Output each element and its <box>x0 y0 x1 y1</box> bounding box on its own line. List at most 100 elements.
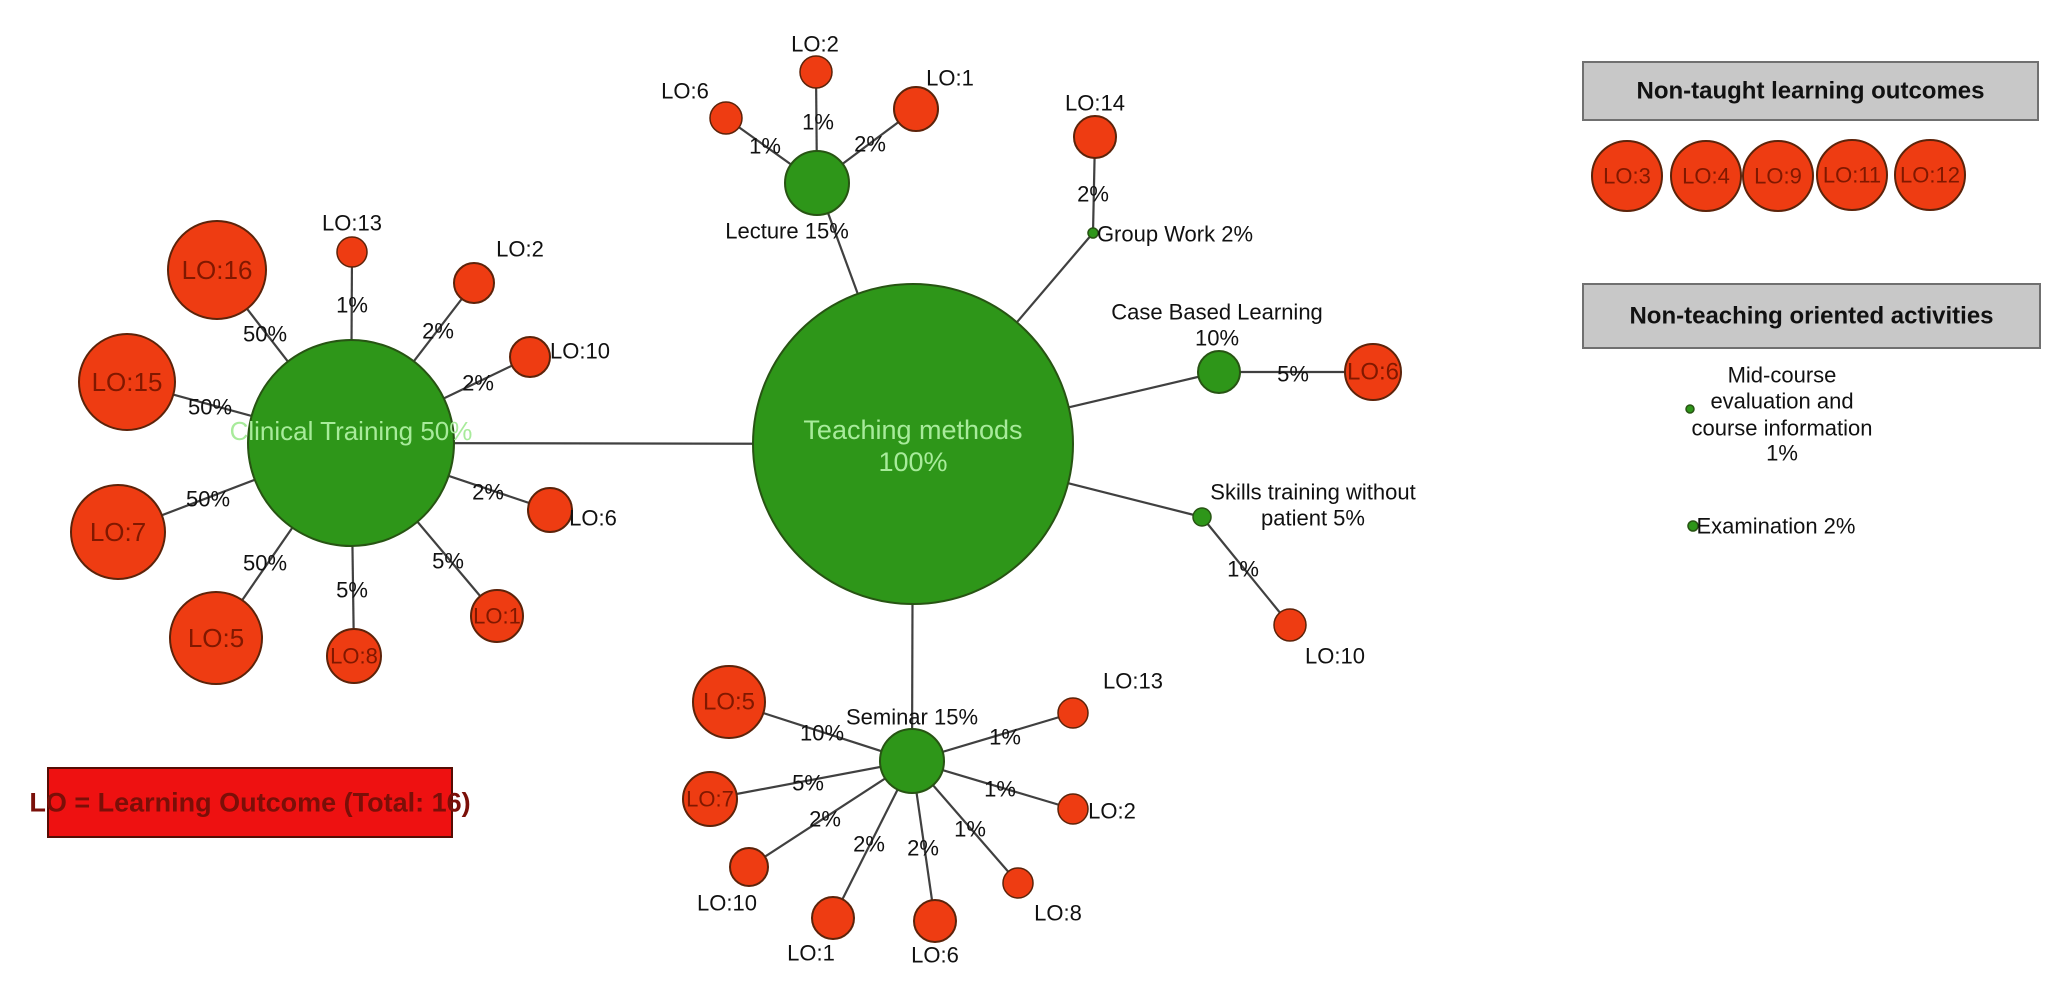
clinical-lo8-label: LO:8 <box>330 644 378 669</box>
non-teaching-header <box>1582 283 2041 349</box>
lecture-lo1 <box>893 86 939 132</box>
seminar-lo6-label: LO:6 <box>911 943 959 968</box>
lecture-lo2-label: LO:2 <box>791 32 839 57</box>
midcourse-label-line2: evaluation and <box>1710 389 1853 414</box>
teaching-methods-hub-label: Teaching methods <box>803 415 1022 445</box>
seminar-lo1 <box>811 896 855 940</box>
clinical-lo6-label: LO:6 <box>569 506 617 531</box>
seminar-lo7 <box>682 771 738 827</box>
midcourse-label-line1: Mid-course <box>1728 363 1837 388</box>
seminar-lo8 <box>1002 867 1034 899</box>
cbl-label-line1: Case Based Learning <box>1111 300 1323 325</box>
groupwork-label: Group Work 2% <box>1097 222 1253 247</box>
seminar-lo6 <box>913 899 957 943</box>
clinical-lo6 <box>527 487 573 533</box>
clinical-lo13 <box>336 236 368 268</box>
clinical-lo13-label: LO:13 <box>322 211 382 236</box>
pct-label: 2% <box>422 319 454 344</box>
clinical-lo10 <box>509 336 551 378</box>
clinical-lo7-label: LO:7 <box>90 517 146 547</box>
skills-lo10 <box>1273 608 1307 642</box>
clinical-training-hub-label: Clinical Training 50% <box>230 416 473 446</box>
seminar-lo1-label: LO:1 <box>787 941 835 966</box>
nontaught-lo4 <box>1670 140 1742 212</box>
group-work-dot <box>1087 227 1099 239</box>
nontaught-lo3 <box>1591 140 1663 212</box>
clinical-training-hub <box>247 339 455 547</box>
teaching-methods-hub <box>752 283 1074 605</box>
case-based-learning-hub <box>1197 350 1241 394</box>
clinical-lo15 <box>78 333 176 431</box>
midcourse-dot <box>1685 404 1695 414</box>
pct-label: 1% <box>984 777 1016 802</box>
lecture-lo6-label: LO:6 <box>661 79 709 104</box>
connector-line <box>709 759 913 801</box>
pct-label: 5% <box>792 771 824 796</box>
seminar-lo5-label: LO:5 <box>703 689 755 716</box>
lo-abbreviation-legend-label: LO = Learning Outcome (Total: 16) <box>29 788 470 818</box>
examination-label: Examination 2% <box>1697 514 1856 539</box>
pct-label: 50% <box>186 487 230 512</box>
nontaught-lo12-label: LO:12 <box>1900 163 1960 188</box>
nontaught-lo9 <box>1742 140 1814 212</box>
pct-label: 2% <box>809 807 841 832</box>
pct-label: 1% <box>802 110 834 135</box>
clinical-lo15-label: LO:15 <box>92 367 163 397</box>
seminar-lo13 <box>1057 697 1089 729</box>
lecture-hub <box>784 150 850 216</box>
examination-dot <box>1687 520 1699 532</box>
pct-label: 1% <box>749 134 781 159</box>
clinical-lo7 <box>70 484 166 580</box>
lecture-lo6 <box>709 101 743 135</box>
pct-label: 2% <box>472 480 504 505</box>
pct-label: 2% <box>1077 182 1109 207</box>
groupwork-lo14 <box>1073 115 1117 159</box>
non-taught-header <box>1582 61 2039 121</box>
nontaught-lo3-label: LO:3 <box>1603 164 1651 189</box>
pct-label: 2% <box>462 371 494 396</box>
lecture-lo2 <box>799 55 833 89</box>
clinical-lo2 <box>453 262 495 304</box>
cbl-label-line2: 10% <box>1195 326 1239 351</box>
lecture-label: Lecture 15% <box>725 219 849 244</box>
seminar-lo13-label: LO:13 <box>1103 669 1163 694</box>
clinical-lo10-label: LO:10 <box>550 339 610 364</box>
pct-label: 2% <box>907 836 939 861</box>
non-teaching-header-label: Non-teaching oriented activities <box>1629 303 1993 330</box>
pct-label: 2% <box>853 832 885 857</box>
midcourse-label-line3: course information <box>1692 416 1873 441</box>
nontaught-lo11 <box>1816 139 1888 211</box>
cbl-lo6-label: LO:6 <box>1347 359 1399 386</box>
clinical-lo16 <box>167 220 267 320</box>
skills-label-line1: Skills training without <box>1210 480 1415 505</box>
seminar-lo8-label: LO:8 <box>1034 901 1082 926</box>
groupwork-lo14-label: LO:14 <box>1065 91 1125 116</box>
pct-label: 2% <box>854 132 886 157</box>
nontaught-lo9-label: LO:9 <box>1754 164 1802 189</box>
skills-training-dot <box>1192 507 1212 527</box>
pct-label: 1% <box>1227 557 1259 582</box>
pct-label: 50% <box>243 322 287 347</box>
pct-label: 5% <box>432 549 464 574</box>
skills-lo10-label: LO:10 <box>1305 644 1365 669</box>
clinical-lo16-label: LO:16 <box>182 255 253 285</box>
cbl-lo6 <box>1344 343 1402 401</box>
nontaught-lo4-label: LO:4 <box>1682 164 1730 189</box>
seminar-lo5 <box>692 665 766 739</box>
seminar-lo7-label: LO:7 <box>686 787 734 812</box>
skills-label-line2: patient 5% <box>1261 506 1365 531</box>
teaching-methods-hub-label: 100% <box>878 447 947 477</box>
seminar-lo2-label: LO:2 <box>1088 799 1136 824</box>
pct-label: 10% <box>800 721 844 746</box>
pct-label: 1% <box>336 293 368 318</box>
lo-abbreviation-legend <box>47 767 453 838</box>
clinical-lo8 <box>326 628 382 684</box>
seminar-lo10 <box>729 847 769 887</box>
pct-label: 5% <box>336 578 368 603</box>
seminar-hub <box>879 728 945 794</box>
seminar-label: Seminar 15% <box>846 705 978 730</box>
midcourse-label-line4: 1% <box>1766 441 1798 466</box>
lecture-lo1-label: LO:1 <box>926 66 974 91</box>
